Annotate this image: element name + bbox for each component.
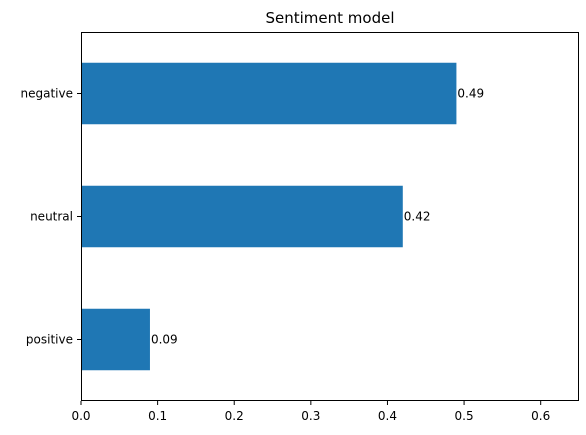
chart-title: Sentiment model [265, 9, 394, 27]
bar-negative [81, 62, 457, 125]
y-tick-label-negative: negative [21, 87, 73, 101]
plot-frame [81, 32, 579, 401]
data-label-positive: 0.09 [151, 333, 178, 347]
data-labels-layer: 0.49 0.42 0.09 [151, 87, 484, 347]
x-tick-label-0: 0.0 [71, 409, 90, 423]
y-tick-label-positive: positive [26, 333, 73, 347]
x-tick-label-6: 0.6 [531, 409, 550, 423]
x-tick-label-3: 0.3 [301, 409, 320, 423]
x-tick-label-4: 0.4 [378, 409, 397, 423]
x-tick-label-5: 0.5 [455, 409, 474, 423]
x-axis-ticks: 0.0 0.1 0.2 0.3 0.4 0.5 0.6 [71, 401, 550, 423]
bar-neutral [81, 185, 403, 248]
y-tick-label-neutral: neutral [30, 210, 73, 224]
data-label-negative: 0.49 [457, 87, 484, 101]
bars-layer [81, 62, 457, 371]
x-tick-label-1: 0.1 [148, 409, 167, 423]
y-axis-ticks: negative neutral positive [21, 87, 81, 347]
bar-positive [81, 308, 150, 371]
data-label-neutral: 0.42 [404, 210, 431, 224]
x-tick-label-2: 0.2 [225, 409, 244, 423]
